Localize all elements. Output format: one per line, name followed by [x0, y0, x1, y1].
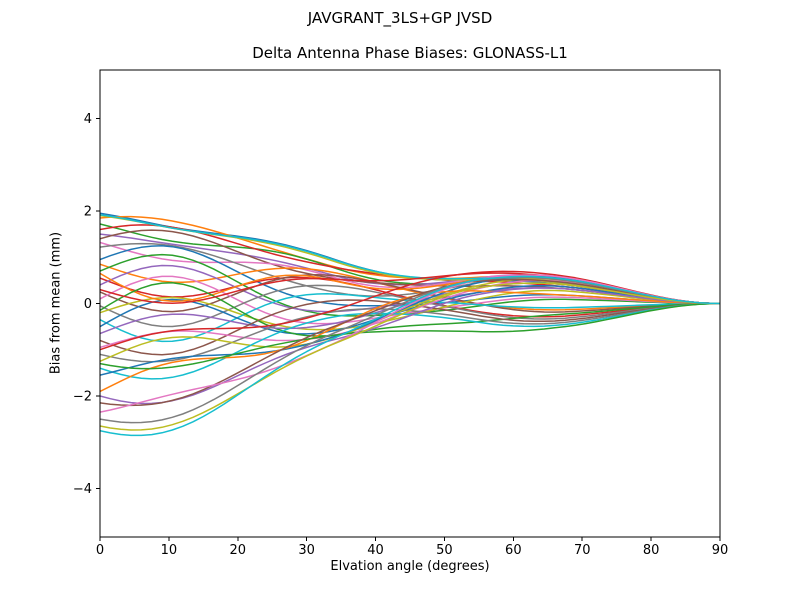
series-line [100, 285, 720, 335]
series-line [100, 273, 720, 313]
x-tick-label: 20 [230, 543, 247, 558]
series-line [100, 302, 720, 380]
series-line [100, 302, 720, 370]
y-axis-label: Bias from mean (mm) [48, 231, 64, 375]
x-tick-label: 0 [96, 543, 104, 558]
y-tick-label: 0 [84, 297, 92, 312]
x-tick-label: 80 [643, 543, 660, 558]
series-line [100, 287, 720, 405]
figure-suptitle: JAVGRANT_3LS+GP JVSD [307, 9, 493, 27]
chart-title: Delta Antenna Phase Biases: GLONASS-L1 [252, 44, 568, 62]
x-tick-label: 10 [161, 543, 178, 558]
y-tick-label: −4 [73, 482, 92, 497]
series-line [100, 284, 720, 328]
y-tick-label: −2 [73, 389, 92, 404]
series-group [100, 212, 720, 437]
x-axis-label: Elvation angle (degrees) [330, 559, 490, 574]
y-tick-label: 2 [84, 205, 92, 220]
series-line [100, 282, 720, 337]
series-line [100, 275, 720, 437]
series-line [100, 278, 720, 407]
series-line [100, 275, 720, 325]
x-tick-label: 50 [436, 543, 453, 558]
series-line [100, 282, 720, 431]
y-tick-label: 4 [84, 112, 92, 127]
x-tick-label: 70 [574, 543, 591, 558]
x-tick-label: 40 [367, 543, 384, 558]
series-line [100, 276, 720, 424]
x-tick-label: 30 [298, 543, 315, 558]
x-tick-label: 90 [712, 543, 729, 558]
x-tick-label: 60 [505, 543, 522, 558]
series-line [100, 270, 720, 351]
series-line [100, 274, 720, 413]
series-line [100, 263, 720, 311]
